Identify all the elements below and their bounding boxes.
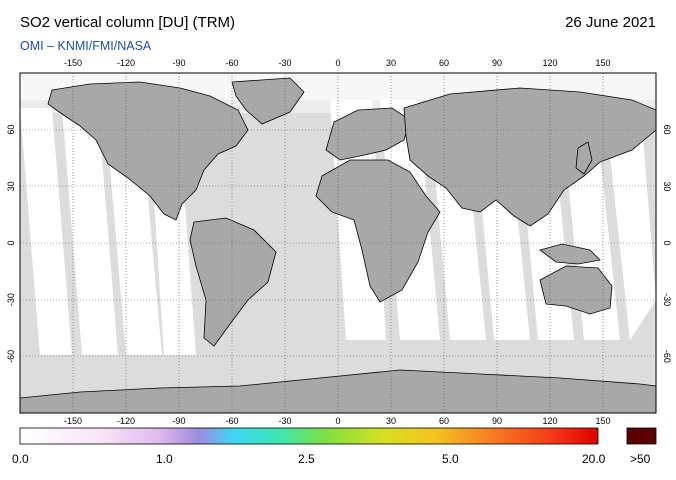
data-credit: OMI – KNMI/FMI/NASA (20, 39, 152, 53)
lon-tick-bottom-1: -120 (117, 416, 135, 426)
swath-1 (20, 108, 72, 355)
colorbar-label-1: 1.0 (156, 452, 173, 466)
map-title: SO2 vertical column [DU] (TRM) (20, 14, 236, 31)
map-date: 26 June 2021 (565, 14, 656, 31)
lat-tick-left-4: -60 (6, 350, 16, 363)
lon-tick-bottom-0: -150 (64, 416, 82, 426)
lon-tick-top-0: -150 (64, 58, 82, 68)
colorbar-gradient (19, 427, 599, 445)
lon-tick-top-3: -60 (225, 58, 238, 68)
asia (403, 87, 656, 227)
africa (315, 159, 441, 303)
lat-tick-right-4: -60 (662, 350, 672, 363)
south-america (189, 217, 277, 347)
lon-tick-top-9: 120 (542, 58, 557, 68)
colorbar-overflow-swatch (626, 427, 657, 445)
lon-tick-bottom-10: 150 (595, 416, 610, 426)
lat-tick-right-2: 0 (662, 240, 672, 245)
lon-tick-bottom-7: 60 (439, 416, 449, 426)
graticule (20, 73, 656, 413)
colorbar-label-4: 20.0 (582, 452, 606, 466)
swath-2 (62, 108, 118, 355)
lon-tick-top-8: 90 (492, 58, 502, 68)
lon-tick-top-7: 60 (439, 58, 449, 68)
colorbar-label-5: >50 (630, 452, 651, 466)
maritime-continent (539, 243, 601, 265)
lon-tick-bottom-2: -90 (172, 416, 185, 426)
lon-tick-bottom-9: 120 (542, 416, 557, 426)
lon-tick-bottom-4: -30 (278, 416, 291, 426)
lon-tick-top-4: -30 (278, 58, 291, 68)
colorbar-label-2: 2.5 (298, 452, 315, 466)
map-frame (19, 72, 657, 414)
tick-labels: -150 -150 -120 -120 -90 -90 -60 -60 -30 -30 0 0 30 30… (6, 58, 672, 426)
lon-tick-top-10: 150 (595, 58, 610, 68)
swath-11 (604, 100, 656, 340)
lon-tick-bottom-5: 0 (335, 416, 340, 426)
colorbar-label-3: 5.0 (442, 452, 459, 466)
lat-tick-left-2: 0 (6, 240, 16, 245)
lat-tick-left-1: 30 (6, 181, 16, 191)
greenland (231, 77, 305, 125)
lon-tick-bottom-3: -60 (225, 416, 238, 426)
lat-tick-right-0: 60 (662, 125, 672, 135)
lon-tick-bottom-8: 90 (492, 416, 502, 426)
australia (539, 265, 613, 315)
lon-tick-top-5: 0 (335, 58, 340, 68)
lat-tick-right-1: 30 (662, 181, 672, 191)
lat-tick-left-0: 60 (6, 125, 16, 135)
colorbar-label-0: 0.0 (12, 452, 29, 466)
north-america (47, 81, 249, 221)
lon-tick-top-2: -90 (172, 58, 185, 68)
lon-tick-top-1: -120 (117, 58, 135, 68)
japan (575, 141, 593, 175)
lat-tick-left-3: -30 (6, 293, 16, 306)
lon-tick-top-6: 30 (386, 58, 396, 68)
lon-tick-bottom-6: 30 (386, 416, 396, 426)
lat-tick-right-3: -30 (662, 293, 672, 306)
